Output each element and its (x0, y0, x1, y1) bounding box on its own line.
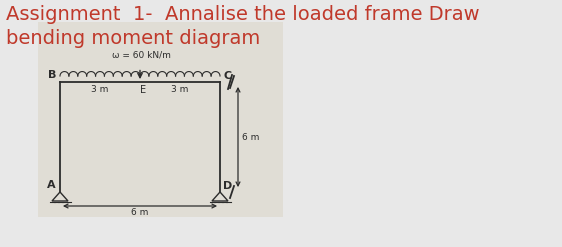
Bar (38, 22, 283, 217)
Text: B: B (48, 70, 56, 80)
Text: 3 m: 3 m (171, 85, 189, 94)
Text: E: E (140, 85, 146, 95)
Text: bending moment diagram: bending moment diagram (6, 29, 260, 48)
Text: Assignment  1-  Annalise the loaded frame Draw: Assignment 1- Annalise the loaded frame … (6, 5, 479, 24)
Text: C: C (223, 71, 231, 81)
Text: D: D (223, 181, 232, 191)
Text: 3 m: 3 m (91, 85, 108, 94)
Text: 6 m: 6 m (132, 208, 149, 217)
Text: ω = 60 kN/m: ω = 60 kN/m (112, 50, 171, 59)
Text: A: A (47, 180, 56, 190)
Text: 6 m: 6 m (242, 132, 260, 142)
